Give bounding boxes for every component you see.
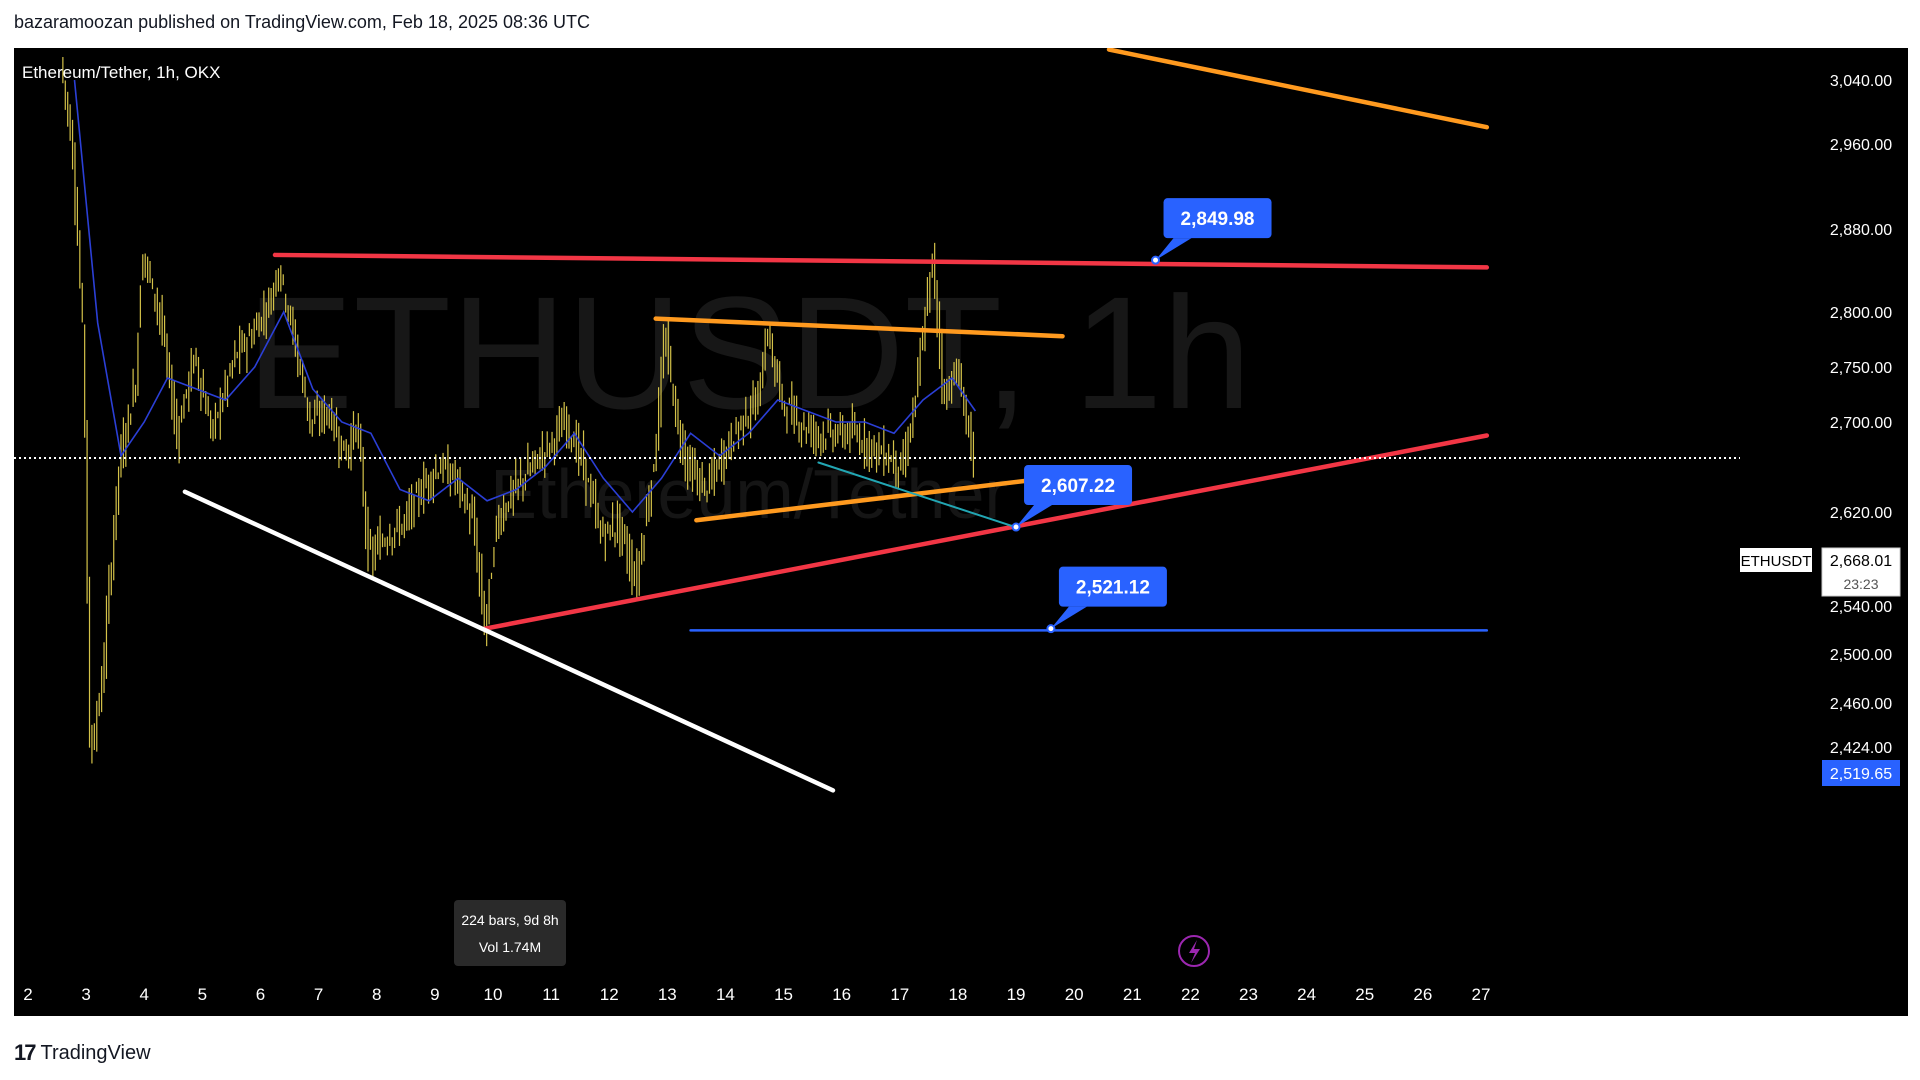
x-tick-label: 11 [542,985,560,1004]
x-tick-label: 4 [140,985,149,1004]
callout-pointer [1050,606,1087,629]
publisher-header: bazaramoozan published on TradingView.co… [14,12,591,32]
x-tick-label: 19 [1007,985,1026,1004]
y-tick-label: 2,620.00 [1830,505,1892,522]
x-tick-label: 2 [23,985,32,1004]
x-tick-label: 14 [716,985,735,1004]
x-tick-label: 12 [600,985,619,1004]
last-price-value: 2,668.01 [1830,553,1892,570]
cyan-line [817,461,1018,529]
y-tick-label: 2,424.00 [1830,740,1892,757]
last-price-box [1821,547,1901,597]
price-chart[interactable]: ETHUSDT, 1h Ethereum/Tether 2,849.98 2,60… [14,48,1908,1016]
y-tick-label: 2,800.00 [1830,305,1892,322]
ticker-tag-label: ETHUSDT [1741,553,1812,570]
callout-pointer [1016,505,1053,528]
x-tick-label: 20 [1065,985,1084,1004]
callout-pointer [1155,238,1192,261]
moving-average-line [73,79,977,514]
last-price-tag: 2,668.01 23:23 [1821,547,1901,597]
y-tick-label: 2,540.00 [1830,599,1892,616]
level-price-value: 2,519.65 [1830,766,1892,783]
y-tick-label: 3,040.00 [1830,73,1892,90]
measure-bars: 224 bars, 9d 8h [461,912,558,928]
measure-tooltip: 224 bars, 9d 8h Vol 1.74M [454,900,566,966]
x-tick-label: 17 [890,985,909,1004]
tradingview-logo-icon: 17 [14,1040,37,1065]
x-tick-label: 18 [948,985,967,1004]
measure-box [454,900,566,966]
x-tick-label: 8 [372,985,381,1004]
brand-name: TradingView [40,1041,151,1064]
ticker-tag-box [1740,548,1812,572]
x-tick-label: 26 [1413,985,1432,1004]
countdown-value: 23:23 [1843,576,1878,592]
symbol-title[interactable]: Ethereum/Tether, 1h, OKX [22,63,220,82]
y-tick-label: 2,700.00 [1830,415,1892,432]
y-tick-label: 2,960.00 [1830,137,1892,154]
x-tick-label: 24 [1297,985,1316,1004]
watermark-symbol: ETHUSDT, 1h [247,263,1252,442]
x-tick-label: 6 [256,985,265,1004]
x-tick-label: 21 [1123,985,1142,1004]
callout-anchor [1011,522,1021,532]
orange-top-line [1106,48,1490,130]
chart-canvas[interactable]: ETHUSDT, 1h Ethereum/Tether 2,849.982,60… [14,48,1908,1016]
callout-box [1163,198,1272,239]
red-support-line [481,433,1490,632]
x-tick-label: 3 [81,985,90,1004]
candles-layer [62,57,975,764]
moving-average-layer [73,79,977,514]
flash-icon[interactable] [1178,935,1210,967]
x-tick-label: 5 [198,985,207,1004]
level-price-box [1822,760,1900,786]
x-tick-label: 9 [430,985,439,1004]
callout-anchor [1151,255,1161,265]
orange-upper-line [653,316,1065,339]
callouts-layer[interactable]: 2,849.98 2,607.22 2,521.12 [1011,198,1272,634]
ticker-tag: ETHUSDT [1740,548,1812,572]
orange-lower-line [694,474,1059,523]
level-price-tag: 2,519.65 [1822,760,1900,786]
y-tick-label: 2,460.00 [1830,696,1892,713]
measure-volume: Vol 1.74M [479,939,541,955]
footer: 17 TradingView [14,1040,151,1066]
callout-label: 2,521.12 [1076,578,1150,599]
drawings-layer[interactable] [182,48,1490,793]
callout-anchor [1046,624,1056,634]
x-tick-label: 15 [774,985,793,1004]
callout-label: 2,849.98 [1181,209,1255,230]
white-trend-line [182,489,836,793]
x-tick-label: 7 [314,985,323,1004]
x-tick-label: 23 [1239,985,1258,1004]
callout-box [1024,465,1133,506]
y-tick-label: 2,500.00 [1830,647,1892,664]
callout-box [1058,566,1167,607]
x-tick-label: 16 [832,985,851,1004]
y-tick-label: 2,880.00 [1830,222,1892,239]
x-tick-label: 22 [1181,985,1200,1004]
x-tick-label: 10 [483,985,502,1004]
x-axis: 2 3 4 5 6 7 8 9 10 11 12 13 14 15 16 17 18 19 20 21 22 23 24 25… [23,985,1490,1004]
x-tick-label: 27 [1472,985,1491,1004]
callout-label: 2,607.22 [1041,476,1115,497]
y-axis: 3,040.00 2,960.00 2,880.00 2,800.00 2,750.00… [1830,73,1892,757]
x-tick-label: 25 [1355,985,1374,1004]
red-resistance-line [272,252,1490,270]
x-tick-label: 13 [658,985,677,1004]
y-tick-label: 2,750.00 [1830,360,1892,377]
